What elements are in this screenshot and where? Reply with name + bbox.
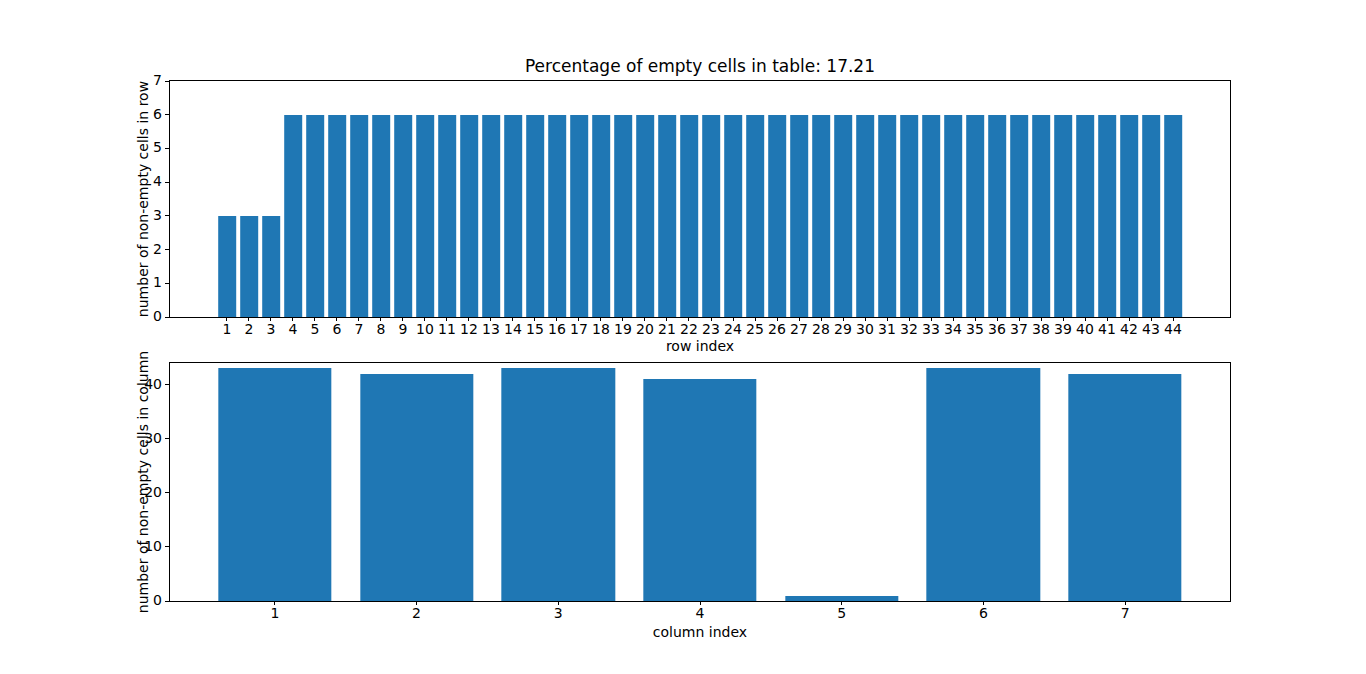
y-tick-mark — [165, 182, 169, 183]
x-tick-label: 29 — [834, 322, 852, 337]
y-tick-mark — [165, 492, 169, 493]
y-tick-label: 0 — [153, 309, 162, 324]
x-tick-label: 25 — [746, 322, 764, 337]
y-tick-mark — [165, 601, 169, 602]
x-tick-label: 15 — [526, 322, 544, 337]
x-tick-label: 17 — [570, 322, 588, 337]
y-tick-label: 1 — [153, 276, 162, 291]
x-tick-label: 3 — [554, 606, 563, 621]
yticks-layer: 01234567 — [170, 81, 1230, 317]
x-tick-label: 6 — [333, 322, 342, 337]
x-tick-label: 32 — [900, 322, 918, 337]
x-tick-label: 3 — [267, 322, 276, 337]
y-tick-mark — [165, 283, 169, 284]
x-tick-label: 24 — [724, 322, 742, 337]
y-tick-label: 5 — [153, 141, 162, 156]
x-tick-label: 13 — [482, 322, 500, 337]
x-tick-label: 43 — [1142, 322, 1160, 337]
x-tick-label: 39 — [1054, 322, 1072, 337]
yticks-layer: 010203040 — [170, 363, 1230, 601]
x-tick-label: 7 — [1121, 606, 1130, 621]
x-tick-label: 5 — [837, 606, 846, 621]
x-tick-label: 4 — [289, 322, 298, 337]
y-tick-mark — [165, 384, 169, 385]
y-tick-label: 7 — [153, 73, 162, 88]
x-tick-label: 2 — [245, 322, 254, 337]
row-chart-axes: 1234567891011121314151617181920212223242… — [169, 80, 1231, 318]
x-tick-label: 35 — [966, 322, 984, 337]
x-tick-label: 12 — [460, 322, 478, 337]
x-tick-label: 22 — [680, 322, 698, 337]
y-tick-label: 4 — [153, 174, 162, 189]
x-tick-label: 10 — [416, 322, 434, 337]
x-tick-label: 36 — [988, 322, 1006, 337]
x-tick-label: 33 — [922, 322, 940, 337]
x-tick-label: 28 — [812, 322, 830, 337]
y-tick-label: 2 — [153, 242, 162, 257]
column-chart-ylabel: number of non-empty cells in column — [135, 351, 152, 613]
y-tick-label: 6 — [153, 107, 162, 122]
y-tick-label: 0 — [153, 593, 162, 608]
y-tick-mark — [165, 81, 169, 82]
y-tick-mark — [165, 317, 169, 318]
x-tick-label: 40 — [1076, 322, 1094, 337]
x-tick-label: 34 — [944, 322, 962, 337]
x-tick-label: 31 — [878, 322, 896, 337]
x-tick-label: 42 — [1120, 322, 1138, 337]
x-tick-label: 14 — [504, 322, 522, 337]
x-tick-label: 37 — [1010, 322, 1028, 337]
y-tick-label: 3 — [153, 208, 162, 223]
x-tick-label: 9 — [399, 322, 408, 337]
x-tick-label: 16 — [548, 322, 566, 337]
y-tick-mark — [165, 438, 169, 439]
x-tick-label: 4 — [696, 606, 705, 621]
x-tick-label: 7 — [355, 322, 364, 337]
x-tick-label: 41 — [1098, 322, 1116, 337]
matplotlib-figure: Percentage of empty cells in table: 17.2… — [0, 0, 1366, 674]
x-tick-label: 23 — [702, 322, 720, 337]
x-tick-label: 26 — [768, 322, 786, 337]
x-tick-label: 1 — [223, 322, 232, 337]
row-chart-xlabel: row index — [169, 338, 1231, 355]
y-tick-mark — [165, 249, 169, 250]
x-tick-label: 44 — [1164, 322, 1182, 337]
x-tick-label: 2 — [412, 606, 421, 621]
row-chart-ylabel: number of non-empty cells in row — [135, 81, 152, 317]
x-tick-label: 6 — [979, 606, 988, 621]
x-tick-label: 11 — [438, 322, 456, 337]
x-tick-label: 18 — [592, 322, 610, 337]
x-tick-label: 20 — [636, 322, 654, 337]
x-tick-label: 8 — [377, 322, 386, 337]
column-chart-axes: 1234567 010203040 — [169, 362, 1231, 602]
x-tick-label: 19 — [614, 322, 632, 337]
x-tick-label: 5 — [311, 322, 320, 337]
x-tick-label: 27 — [790, 322, 808, 337]
y-tick-mark — [165, 215, 169, 216]
x-tick-label: 1 — [270, 606, 279, 621]
x-tick-label: 30 — [856, 322, 874, 337]
x-tick-label: 38 — [1032, 322, 1050, 337]
chart-title: Percentage of empty cells in table: 17.2… — [169, 56, 1231, 76]
y-tick-mark — [165, 546, 169, 547]
y-tick-mark — [165, 114, 169, 115]
column-chart-xlabel: column index — [169, 624, 1231, 641]
y-tick-mark — [165, 148, 169, 149]
x-tick-label: 21 — [658, 322, 676, 337]
